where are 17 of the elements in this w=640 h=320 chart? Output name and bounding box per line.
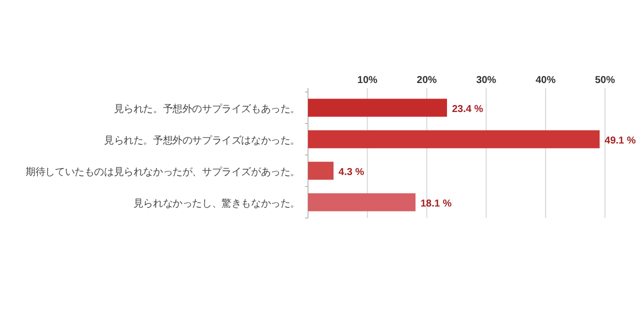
x-tick-label: 30% bbox=[476, 75, 496, 86]
bar bbox=[308, 193, 416, 212]
y-tick-label: 期待していたものは見られなかったが、サプライズがあった。 bbox=[26, 166, 300, 178]
data-label: 23.4 % bbox=[452, 104, 484, 115]
x-tick-label: 10% bbox=[357, 75, 378, 86]
y-tick-label: 見られた。予想外のサプライズもあった。 bbox=[114, 102, 300, 115]
data-label: 4.3 % bbox=[338, 166, 364, 178]
bar bbox=[308, 162, 334, 180]
x-tick-label: 50% bbox=[594, 75, 616, 86]
y-tick-label: 見られなかったし、驚きもなかった。 bbox=[133, 197, 300, 210]
bar bbox=[308, 130, 600, 148]
bar bbox=[308, 98, 447, 117]
x-tick-label: 20% bbox=[416, 75, 437, 86]
x-tick-label: 40% bbox=[536, 75, 556, 86]
y-tick-label: 見られた。予想外のサプライズはなかった。 bbox=[104, 134, 300, 146]
data-label: 18.1 % bbox=[420, 198, 452, 210]
data-label: 49.1 % bbox=[604, 135, 636, 146]
